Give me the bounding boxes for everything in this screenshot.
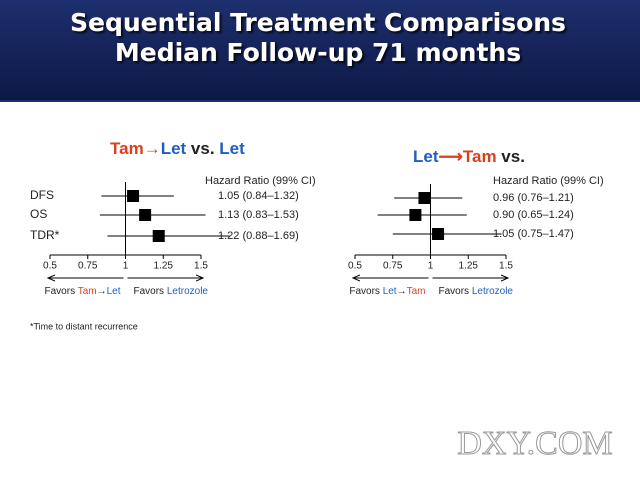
value-label: 1.13 (0.83–1.53) [218,209,299,221]
chart-title-part: ⟶ [439,147,463,166]
x-tick-label: 1 [123,261,129,272]
favors-left-part: → [397,286,407,297]
favors-right: Favors Letrozole [439,286,514,297]
x-tick-label: 1 [428,261,434,272]
header-subtitle: Median Follow-up 71 months [115,38,521,67]
value-label: 0.96 (0.76–1.21) [493,192,574,204]
x-tick-label: 0.75 [78,261,98,272]
x-tick-label: 1.5 [499,261,513,272]
favors-left-part: Tam [78,286,97,297]
chart-title-part: Tam [463,147,497,166]
favors-right-part: Letrozole [167,286,209,297]
value-label: 1.05 (0.84–1.32) [218,190,299,202]
row-label: TDR* [30,228,60,242]
value-label: 1.05 (0.75–1.47) [493,228,574,240]
chart-title-part: Let [413,147,439,166]
header-title: Sequential Treatment Comparisons [70,8,566,37]
value-label: 0.90 (0.65–1.24) [493,209,574,221]
favors-left-part: Tam [407,286,426,297]
favors-left-part: Let [383,286,397,297]
value-header: Hazard Ratio (99% CI) [493,175,604,187]
x-tick-label: 0.5 [43,261,57,272]
point-estimate [418,192,431,204]
value-header: Hazard Ratio (99% CI) [205,175,316,187]
chart-title-part: Tam [110,139,144,158]
point-estimate [152,230,165,242]
header-band [0,0,640,100]
favors-left-part: Favors [45,286,78,297]
chart-title-part: Let [161,139,187,158]
point-estimate [139,209,152,221]
x-tick-label: 0.5 [348,261,362,272]
watermark: DXY.COM [457,425,612,462]
favors-left: Favors Tam→Let [45,286,121,297]
footnote: *Time to distant recurrence [30,321,138,331]
favors-left-part: Let [107,286,121,297]
point-estimate [127,190,140,202]
row-label: OS [30,207,47,221]
point-estimate [432,228,445,240]
value-label: 1.22 (0.88–1.69) [218,230,299,242]
chart-title-part: vs. [186,139,219,158]
favors-left-part: → [97,286,107,297]
favors-right-part: Favors [439,286,472,297]
row-label: DFS [30,188,54,202]
favors-right-part: Letrozole [472,286,514,297]
chart-title-part: → [144,139,161,158]
favors-right: Favors Letrozole [134,286,209,297]
favors-left-part: Favors [349,286,382,297]
favors-right-part: Favors [134,286,167,297]
x-tick-label: 1.25 [459,261,479,272]
chart-title: Tam→Let vs. Let [110,139,245,158]
x-tick-label: 1.25 [154,261,174,272]
point-estimate [409,209,422,221]
x-tick-label: 0.75 [383,261,403,272]
chart-title-part: Let [219,139,245,158]
chart-title: Let⟶Tam vs. [413,147,525,166]
x-tick-label: 1.5 [194,261,208,272]
favors-left: Favors Let→Tam [349,286,425,297]
chart-title-part: vs. [497,147,525,166]
